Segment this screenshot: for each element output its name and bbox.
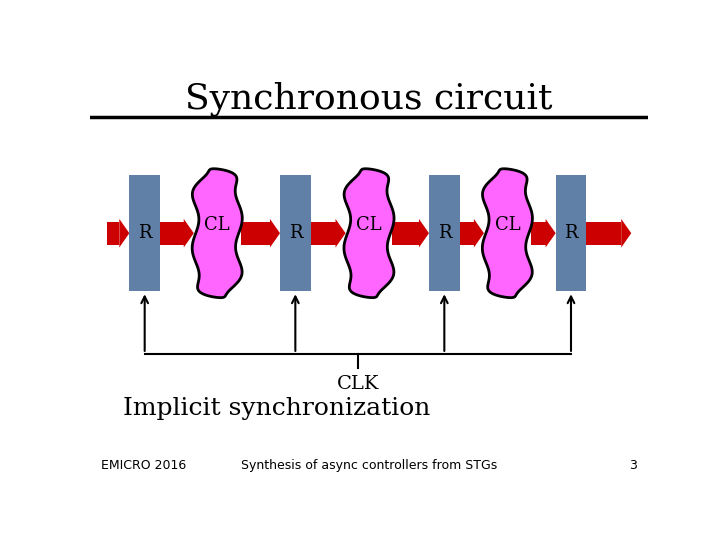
Bar [556, 175, 586, 292]
Bar [392, 222, 419, 245]
Bar [107, 222, 120, 245]
Polygon shape [546, 219, 556, 247]
Text: R: R [564, 224, 577, 242]
Polygon shape [192, 169, 242, 298]
Bar [280, 175, 311, 292]
Text: CL: CL [204, 216, 230, 234]
Text: CLK: CLK [337, 375, 379, 393]
Polygon shape [419, 219, 429, 247]
Polygon shape [120, 219, 130, 247]
Polygon shape [270, 219, 280, 247]
Polygon shape [184, 219, 194, 247]
Bar [130, 175, 160, 292]
Polygon shape [336, 219, 346, 247]
Bar [429, 175, 459, 292]
Text: CL: CL [495, 216, 520, 234]
Polygon shape [621, 219, 631, 247]
Bar [160, 222, 184, 245]
Bar [459, 222, 474, 245]
Polygon shape [344, 169, 394, 298]
Polygon shape [474, 219, 484, 247]
Text: R: R [138, 224, 151, 242]
Bar [311, 222, 336, 245]
Text: Synthesis of async controllers from STGs: Synthesis of async controllers from STGs [241, 460, 497, 472]
Text: 3: 3 [629, 460, 637, 472]
Text: EMICRO 2016: EMICRO 2016 [101, 460, 186, 472]
Text: CL: CL [356, 216, 382, 234]
Bar [586, 222, 621, 245]
Bar [240, 222, 270, 245]
Text: R: R [289, 224, 302, 242]
Text: R: R [438, 224, 451, 242]
Text: Implicit synchronization: Implicit synchronization [124, 397, 431, 421]
Bar [531, 222, 546, 245]
Text: Synchronous circuit: Synchronous circuit [185, 82, 553, 116]
Polygon shape [482, 169, 532, 298]
